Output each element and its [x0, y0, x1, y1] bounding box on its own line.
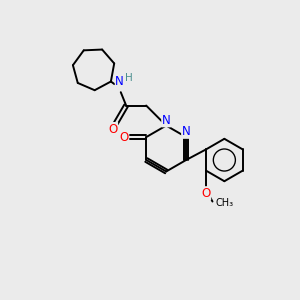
Text: N: N — [115, 76, 124, 88]
Text: N: N — [182, 125, 190, 138]
Text: O: O — [201, 187, 211, 200]
Text: H: H — [124, 73, 132, 82]
Text: O: O — [108, 123, 118, 136]
Text: CH₃: CH₃ — [215, 198, 233, 208]
Text: O: O — [119, 130, 128, 143]
Text: N: N — [162, 114, 171, 127]
